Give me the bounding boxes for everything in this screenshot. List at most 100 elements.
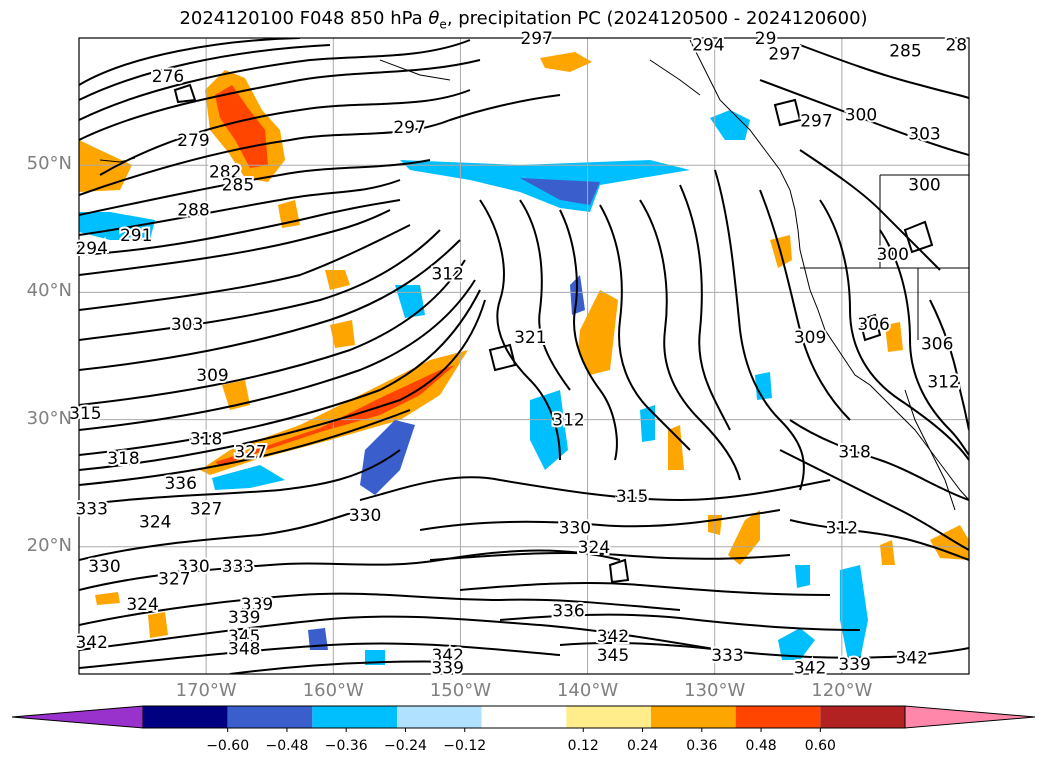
map-frame xyxy=(78,37,970,675)
longitude-label: 170°W xyxy=(175,680,237,701)
contour-label: 306 xyxy=(921,334,953,354)
contour-label: 333 xyxy=(711,646,743,666)
contour-label: 318 xyxy=(838,442,870,462)
contour-label: 345 xyxy=(597,646,629,666)
contour-label: 285 xyxy=(222,175,254,195)
colorbar-outline xyxy=(142,705,906,729)
colorbar-segment xyxy=(397,706,482,728)
contour-label: 315 xyxy=(616,487,648,507)
colorbar-tick-label: −0.48 xyxy=(265,738,309,754)
contour-label: 288 xyxy=(177,201,209,221)
contour-label: 297 xyxy=(800,112,832,132)
contour-label: 342 xyxy=(75,633,107,653)
colorbar xyxy=(11,705,1036,732)
contour-label: 315 xyxy=(69,404,101,424)
contour-label: 324 xyxy=(139,512,171,532)
colorbar-tick-label: 0.48 xyxy=(745,738,777,754)
contour-label: 339 xyxy=(228,608,260,628)
contour-label: 279 xyxy=(177,131,209,151)
contour-label: 339 xyxy=(838,655,870,675)
contour-label: 348 xyxy=(228,640,260,660)
contour-label: 312 xyxy=(826,519,858,539)
contour-label: 330 xyxy=(88,557,120,577)
contour-label: 282 xyxy=(209,163,241,183)
contour-label: 312 xyxy=(431,264,463,284)
contour-label: 28 xyxy=(945,35,967,55)
contour-label: 297 xyxy=(520,29,552,49)
contour-label: 327 xyxy=(234,442,266,462)
colorbar-segment xyxy=(227,706,313,728)
contour-label: 29 xyxy=(755,29,777,49)
contour-label: 300 xyxy=(876,245,908,265)
colorbar-tick-label: 0.36 xyxy=(686,738,718,754)
coastlines xyxy=(99,39,970,511)
precipitation-shading xyxy=(79,52,969,665)
latitude-label: 40°N xyxy=(26,280,72,302)
contour-label: 330 xyxy=(349,506,381,526)
contour-label: 330 xyxy=(177,557,209,577)
colorbar-tick-label: 0.24 xyxy=(626,738,659,754)
contour-label: 309 xyxy=(794,328,826,348)
colorbar-segment xyxy=(566,706,651,728)
contour-label: 285 xyxy=(889,42,921,62)
contour-label: 336 xyxy=(164,474,196,494)
contour-label: 309 xyxy=(196,366,228,386)
longitude-label: 120°W xyxy=(811,680,873,701)
contour-label: 291 xyxy=(120,226,152,246)
contour-label: 321 xyxy=(514,328,546,348)
contour-label: 339 xyxy=(431,659,463,679)
contour-label: 297 xyxy=(393,118,425,138)
contour-label: 333 xyxy=(222,557,254,577)
theta-e-contours xyxy=(79,38,969,674)
contour-label: 303 xyxy=(908,124,940,144)
contour-label: 336 xyxy=(552,601,584,621)
longitude-label: 130°W xyxy=(684,680,746,701)
colorbar-tick-label: 0.60 xyxy=(804,738,836,754)
colorbar-segment xyxy=(143,706,228,728)
contour-label: 324 xyxy=(578,538,610,558)
colorbar-tick-label: −0.60 xyxy=(206,738,250,754)
contour-label: 339 xyxy=(241,595,273,615)
contour-label: 318 xyxy=(107,449,139,469)
contour-label: 330 xyxy=(559,519,591,539)
figure-title: 2024120100 F048 850 hPa θe, precipitatio… xyxy=(179,8,868,32)
contour-label: 342 xyxy=(431,646,463,666)
contour-label: 303 xyxy=(171,315,203,335)
contour-label: 312 xyxy=(552,411,584,431)
graticule xyxy=(79,38,969,674)
colorbar-tick-label: 0.12 xyxy=(567,738,599,754)
longitude-label: 160°W xyxy=(302,680,364,701)
contour-label: 342 xyxy=(794,659,826,679)
longitude-label: 150°W xyxy=(429,680,491,701)
colorbar-tick-label: −0.12 xyxy=(443,738,487,754)
colorbar-segment xyxy=(651,706,736,728)
colorbar-extend-min xyxy=(11,705,144,729)
colorbar-tick-label: −0.36 xyxy=(324,738,368,754)
colorbar-segment xyxy=(481,706,567,728)
contour-label: 306 xyxy=(857,315,889,335)
contour-label: 318 xyxy=(190,430,222,450)
colorbar-tick-label: −0.24 xyxy=(384,738,427,754)
contour-label: 324 xyxy=(126,595,158,615)
contour-label: 327 xyxy=(158,570,190,590)
colorbar-segment xyxy=(312,706,397,728)
contour-label: 300 xyxy=(845,105,877,125)
longitude-label: 140°W xyxy=(556,680,619,701)
colorbar-segment xyxy=(820,706,905,728)
contour-label: 342 xyxy=(896,648,928,668)
contour-label: 333 xyxy=(75,500,107,520)
contour-label: 342 xyxy=(597,627,629,647)
colorbar-extend-max xyxy=(904,705,1036,729)
contour-label: 300 xyxy=(908,175,940,195)
contour-label: 294 xyxy=(75,239,107,259)
contour-label: 312 xyxy=(927,372,959,392)
contour-label: 294 xyxy=(692,35,724,55)
contour-label: 327 xyxy=(190,500,222,520)
contour-label: 345 xyxy=(228,627,260,647)
contour-label: 297 xyxy=(768,44,800,64)
latitude-label: 50°N xyxy=(26,153,72,175)
contour-labels: 2762792822852882912942973033093153183183… xyxy=(67,27,969,681)
contour-label: 276 xyxy=(152,67,184,87)
colorbar-segment xyxy=(735,706,821,728)
